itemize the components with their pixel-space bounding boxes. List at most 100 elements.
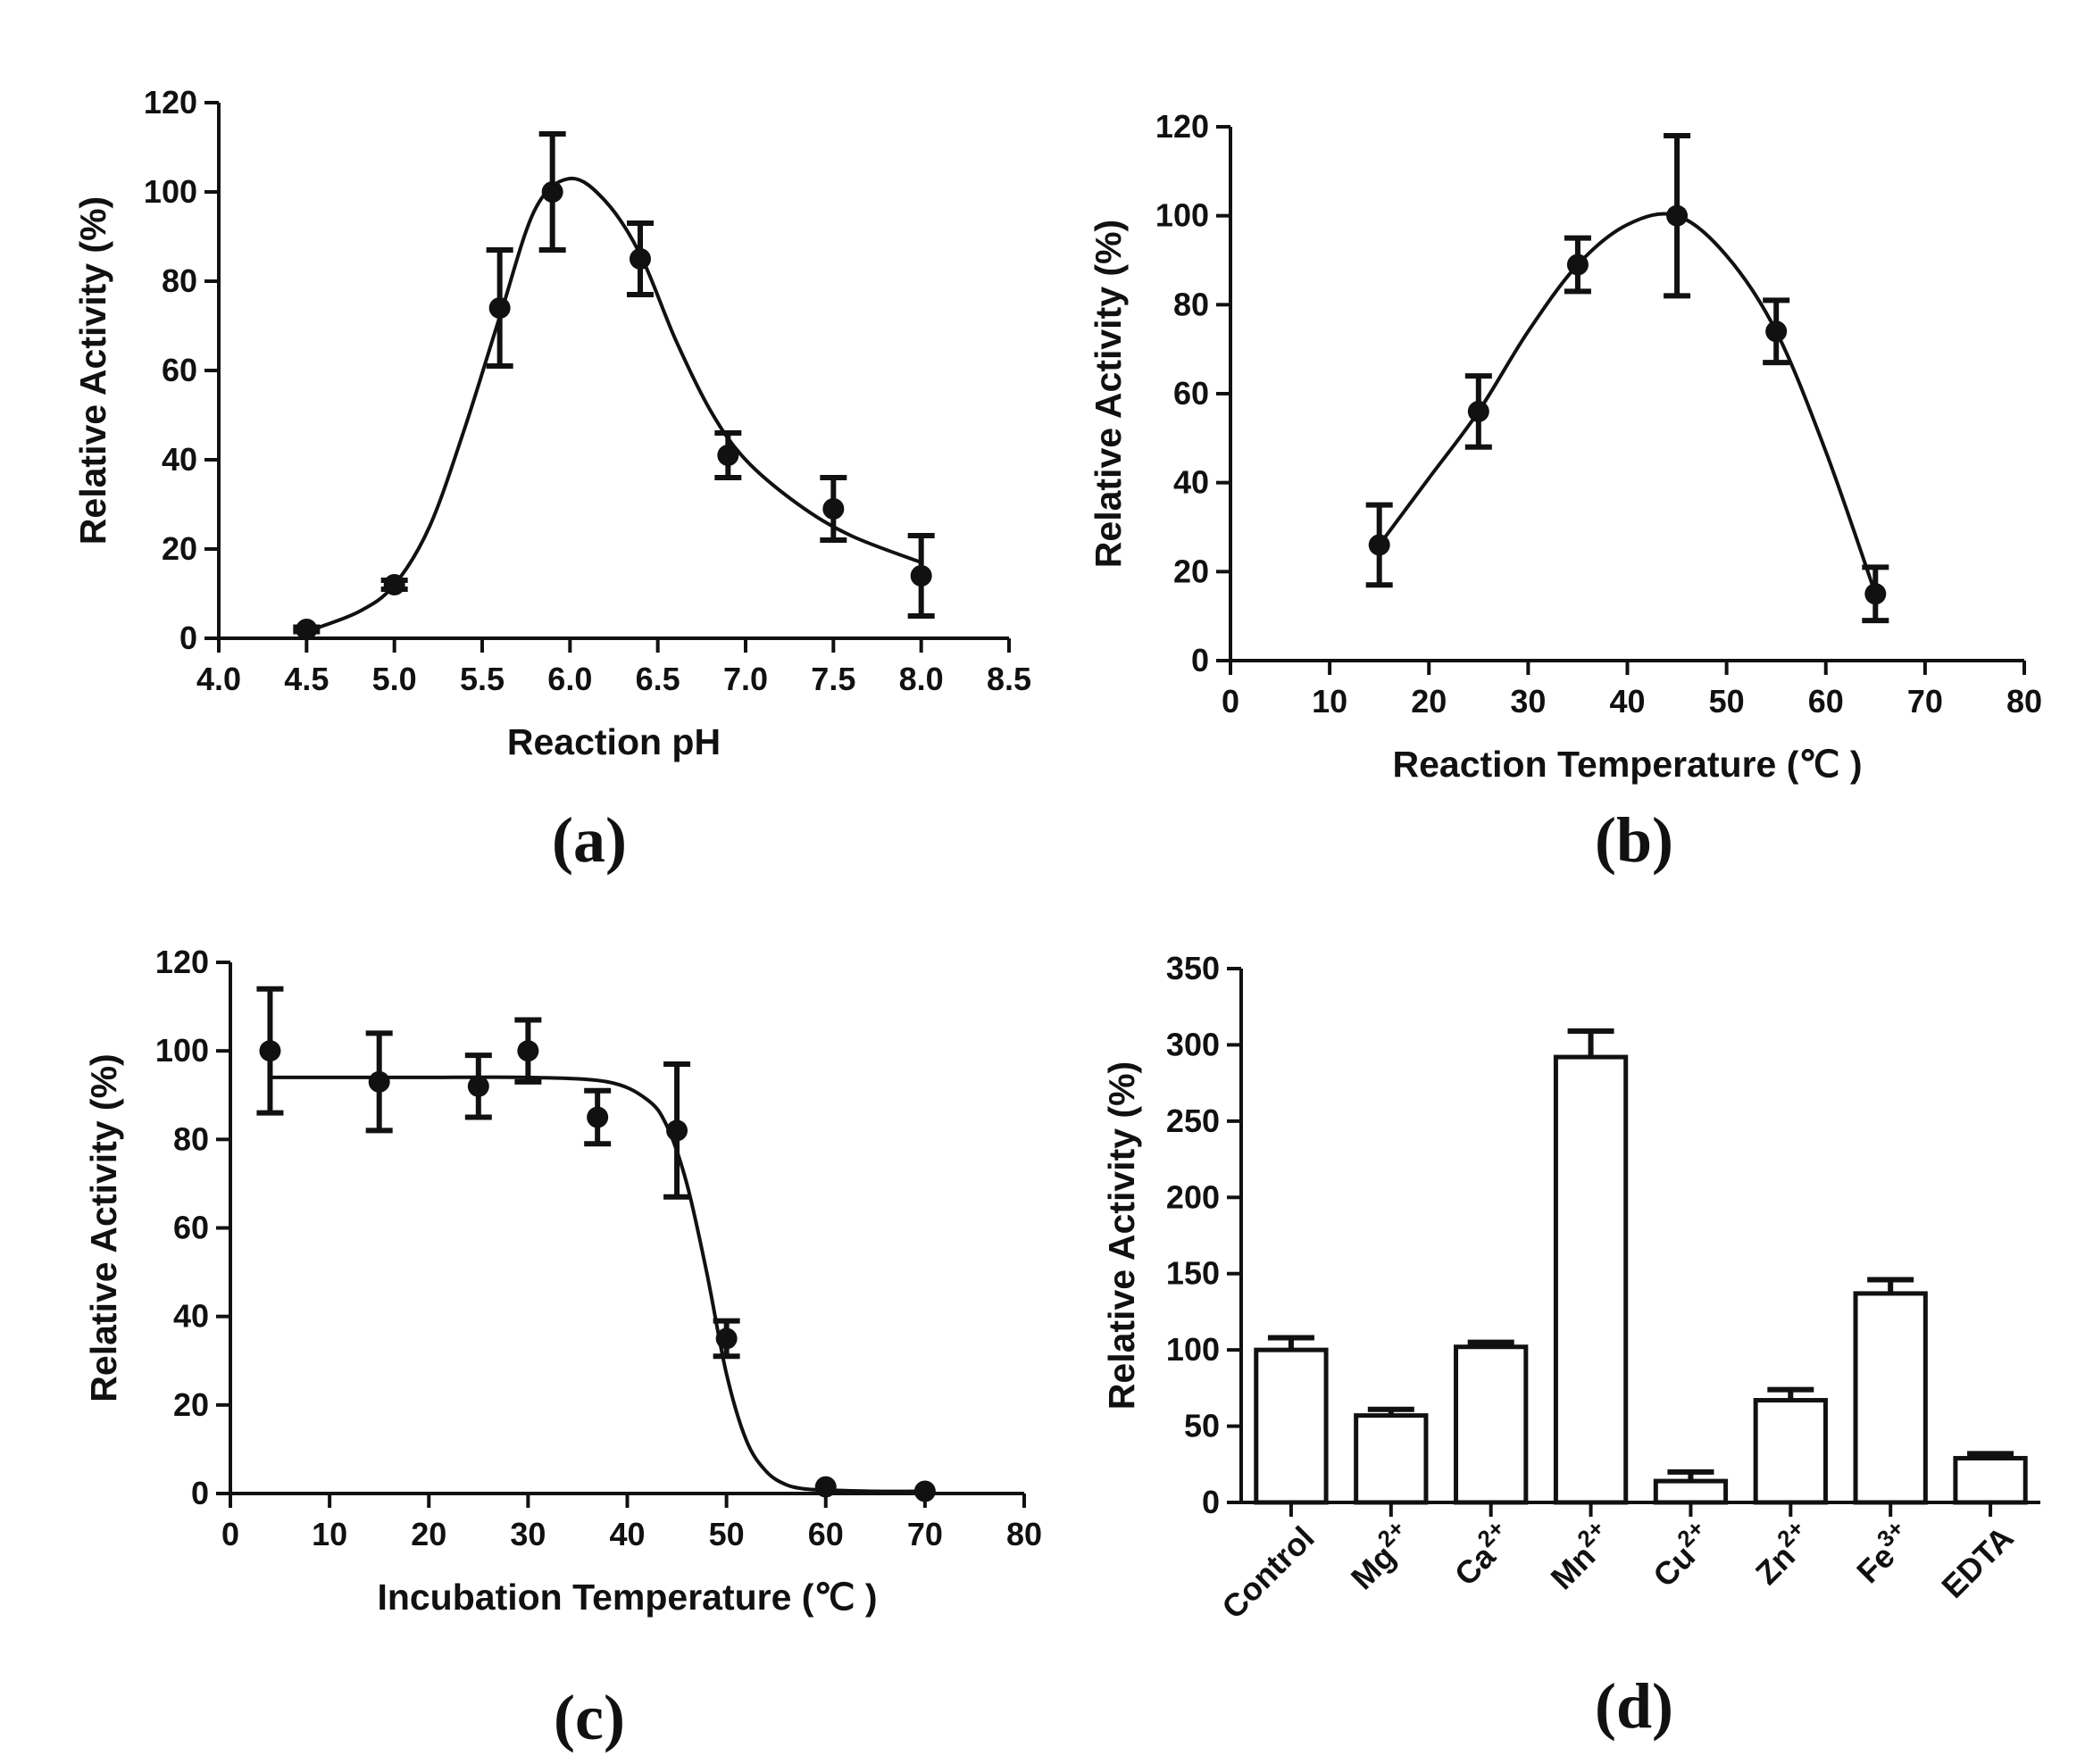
x-tick-label: 20: [1411, 683, 1447, 720]
x-tick-label: 5.0: [372, 661, 417, 697]
data-point: [1765, 320, 1788, 343]
data-point: [717, 445, 739, 466]
x-tick-label: 7.0: [723, 661, 768, 697]
data-point: [1864, 583, 1887, 605]
x-tick-label: 10: [1312, 683, 1347, 720]
y-tick-label: 250: [1166, 1102, 1220, 1139]
y-tick-label: 60: [173, 1210, 209, 1246]
y-tick-label: 100: [144, 173, 197, 210]
fit-curve: [305, 176, 922, 634]
y-tick-label: 40: [162, 441, 197, 478]
x-tick-label: 40: [609, 1516, 645, 1552]
bar: [1553, 1054, 1629, 1505]
x-tick-label: 0: [1222, 683, 1239, 720]
x-tick-label: 0: [221, 1516, 239, 1552]
x-tick-label: 20: [411, 1516, 446, 1552]
x-axis-label: Incubation Temperature (℃ ): [377, 1577, 877, 1618]
category-label: EDTA: [1934, 1519, 2020, 1605]
data-point: [910, 565, 932, 587]
category-label: Zn2+: [1744, 1515, 1821, 1592]
bar: [1853, 1291, 1928, 1505]
data-point: [368, 1070, 390, 1093]
y-tick-label: 40: [1173, 464, 1209, 501]
data-point: [488, 297, 511, 319]
fit-curve: [270, 1075, 925, 1494]
data-point: [467, 1075, 489, 1097]
data-point: [517, 1040, 539, 1062]
y-tick-label: 0: [191, 1475, 209, 1511]
y-tick-label: 0: [179, 620, 197, 656]
x-tick-label: 5.5: [460, 661, 505, 697]
x-axis-label: Reaction pH: [507, 721, 721, 762]
x-tick-label: 60: [1808, 683, 1844, 720]
panel-label: (b): [1595, 804, 1673, 876]
data-point: [913, 1480, 936, 1502]
panel-d-metal-ion-bar-chart: 0 50 100 150 200 250 300 350 Relative Activity (…: [1101, 950, 2040, 1742]
category-label-base: EDTA: [1934, 1519, 2020, 1605]
category-label: Mg2+: [1339, 1515, 1422, 1597]
x-tick-label: 8.5: [987, 661, 1031, 697]
y-axis-label: Relative Activity (%): [72, 196, 113, 545]
data-point: [259, 1040, 281, 1062]
y-tick-label: 100: [155, 1032, 209, 1069]
bar: [1454, 1344, 1529, 1505]
panel-a-ph-chart: 0 20 40 60 80 100 120 Relative Activity (%) (a) 4…: [72, 84, 1031, 876]
x-tick-label: 60: [808, 1516, 844, 1552]
data-point: [1566, 254, 1589, 276]
y-tick-label: 100: [1166, 1331, 1220, 1368]
y-tick-label: 120: [155, 944, 209, 980]
x-tick-label: 30: [510, 1516, 546, 1552]
category-label: Cu2+: [1641, 1515, 1721, 1594]
y-tick-label: 150: [1166, 1255, 1220, 1292]
fit-curve: [1378, 212, 1878, 595]
data-point: [1467, 400, 1489, 422]
data-point: [822, 498, 845, 520]
bar: [1354, 1413, 1429, 1505]
x-tick-label: 7.5: [811, 661, 855, 697]
x-tick-label: 80: [2006, 683, 2042, 720]
y-tick-label: 80: [173, 1120, 209, 1157]
panel-label: (d): [1595, 1670, 1673, 1742]
y-tick-label: 300: [1166, 1026, 1220, 1062]
y-tick-label: 0: [1191, 642, 1209, 678]
x-tick-label: 40: [1609, 683, 1645, 720]
category-label: Ca2+: [1443, 1515, 1521, 1593]
y-tick-label: 0: [1202, 1484, 1220, 1520]
x-tick-label: 50: [1709, 683, 1745, 720]
panel-label: (a): [552, 804, 627, 876]
y-tick-label: 20: [162, 530, 197, 567]
category-label-base: Control: [1214, 1519, 1321, 1626]
y-tick-label: 120: [1155, 108, 1209, 145]
bar: [1254, 1347, 1329, 1505]
data-point: [296, 619, 318, 640]
bar: [1953, 1455, 2028, 1505]
panel-label: (c): [554, 1682, 625, 1753]
data-point: [666, 1119, 688, 1142]
bar: [1753, 1398, 1828, 1505]
panel-c-incubation-temperature-chart: 0 20 40 60 80 100 120 Relative Activity (%) (c) 0…: [83, 944, 1042, 1753]
y-axis-label: Relative Activity (%): [83, 1053, 124, 1402]
y-tick-label: 60: [162, 352, 197, 388]
bar: [1653, 1478, 1729, 1505]
x-axis-label: Reaction Temperature (℃ ): [1393, 744, 1863, 785]
data-point: [541, 181, 563, 203]
data-point: [1368, 534, 1390, 556]
y-tick-label: 120: [144, 84, 197, 121]
x-tick-label: 10: [312, 1516, 347, 1552]
category-label: Mn2+: [1539, 1515, 1622, 1597]
x-tick-label: 80: [1006, 1516, 1042, 1552]
y-axis-label: Relative Activity (%): [1088, 220, 1129, 568]
y-tick-label: 20: [1173, 553, 1209, 589]
panel-b-reaction-temperature-chart: 0 20 40 60 80 100 120 Relative Activity (%) (b) 0…: [1088, 108, 2042, 876]
data-point: [715, 1327, 738, 1350]
y-tick-label: 80: [162, 262, 197, 299]
x-tick-label: 50: [709, 1516, 745, 1552]
y-tick-label: 200: [1166, 1178, 1220, 1215]
data-point: [383, 574, 405, 595]
x-tick-label: 6.0: [547, 661, 592, 697]
category-label: Fe3+: [1845, 1515, 1921, 1591]
x-tick-label: 8.0: [899, 661, 944, 697]
x-tick-label: 4.5: [284, 661, 329, 697]
data-point: [587, 1106, 609, 1128]
